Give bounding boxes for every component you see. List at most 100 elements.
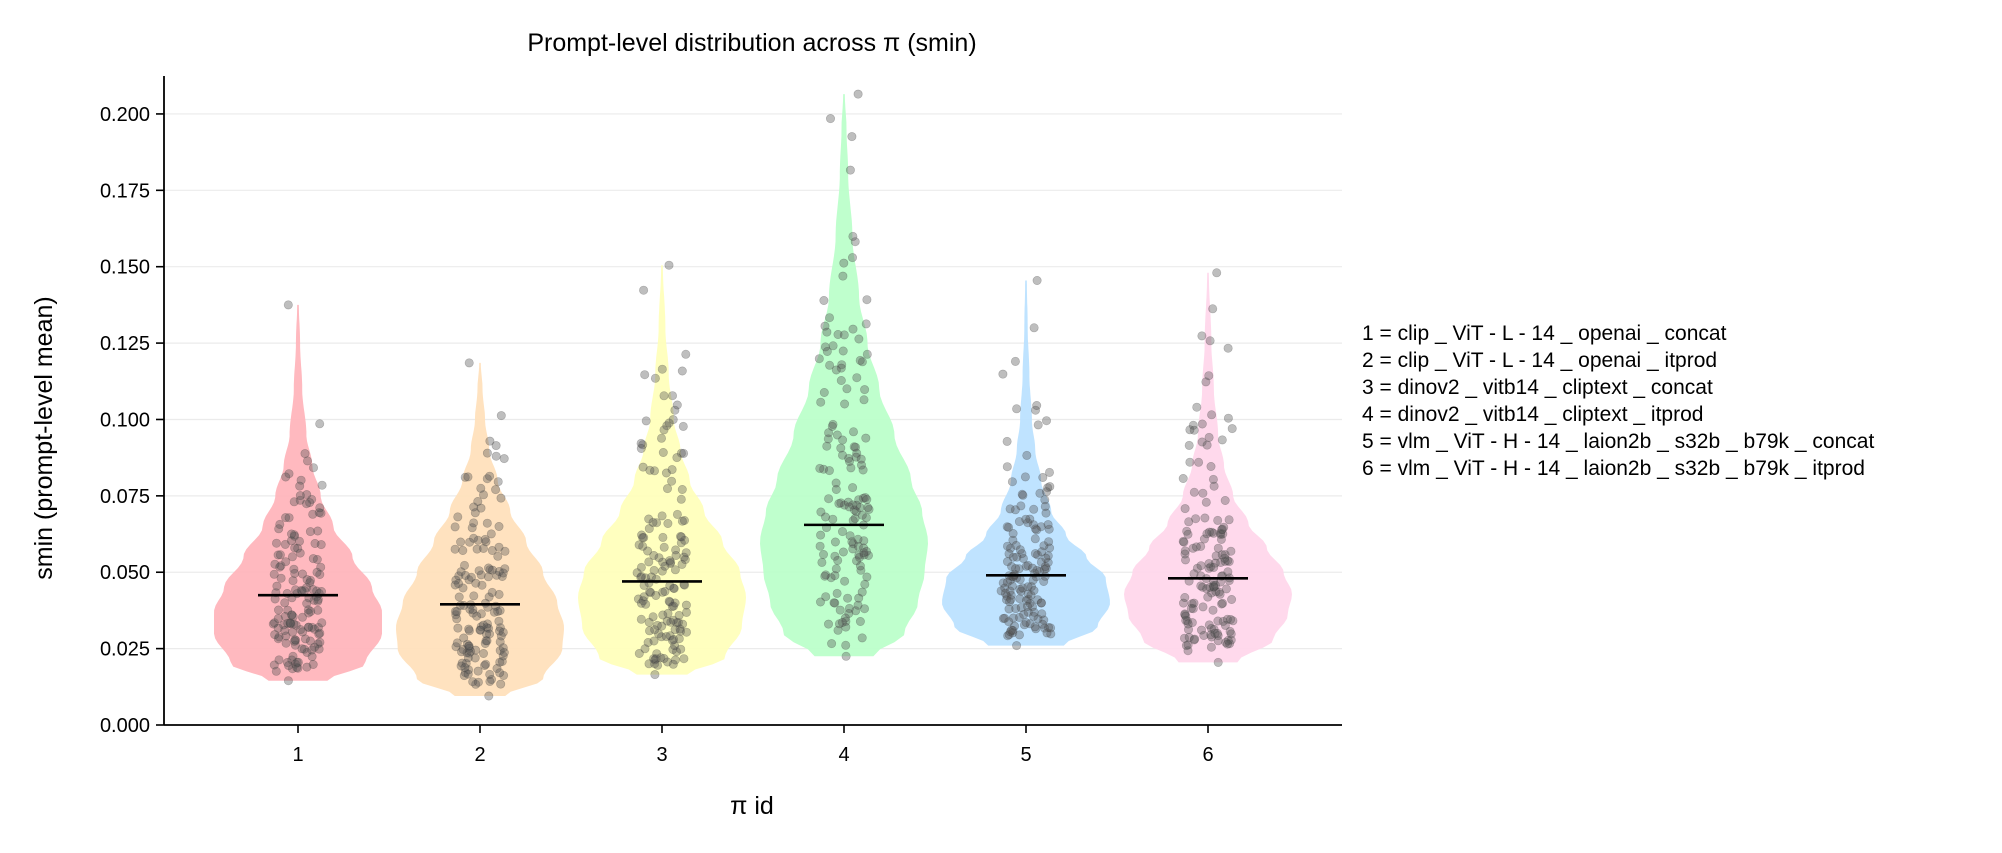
jitter-point: [495, 623, 505, 633]
jitter-point: [297, 612, 307, 622]
jitter-point: [634, 540, 644, 550]
jitter-point: [1206, 642, 1216, 652]
jitter-point: [837, 360, 847, 370]
jitter-point: [633, 594, 643, 604]
jitter-point: [641, 416, 651, 426]
violin-layer: [214, 94, 1292, 696]
jitter-point: [1206, 623, 1216, 633]
jitter-point: [1204, 563, 1214, 573]
jitter-point: [451, 610, 461, 620]
jitter-point: [843, 497, 853, 507]
jitter-point: [1008, 535, 1018, 545]
jitter-point: [465, 537, 475, 547]
jitter-point: [638, 596, 648, 606]
jitter-point: [645, 587, 655, 597]
jitter-point: [861, 513, 871, 523]
jitter-point: [834, 619, 844, 629]
jitter-point: [288, 612, 298, 622]
jitter-point: [450, 544, 460, 554]
jitter-point: [1197, 625, 1207, 635]
jitter-point: [673, 617, 683, 627]
jitter-point: [1209, 481, 1219, 491]
jitter-point: [1004, 617, 1014, 627]
jitter-point: [671, 545, 681, 555]
jitter-point: [491, 451, 501, 461]
jitter-point: [469, 502, 479, 512]
jitter-point: [286, 529, 296, 539]
jitter-point: [677, 559, 687, 569]
jitter-point: [484, 592, 494, 602]
jitter-point: [483, 563, 493, 573]
jitter-point: [1007, 561, 1017, 571]
legend: 1 = clip _ ViT - L - 14 _ openai _ conca…: [1362, 322, 1874, 480]
jitter-point: [294, 536, 304, 546]
jitter-point: [493, 477, 503, 487]
jitter-point: [836, 375, 846, 385]
jitter-point: [1184, 632, 1194, 642]
jitter-point: [658, 447, 668, 457]
jitter-point: [815, 541, 825, 551]
jitter-point: [839, 330, 849, 340]
jitter-point: [998, 613, 1008, 623]
jitter-point: [498, 568, 508, 578]
jitter-point: [495, 637, 505, 647]
jitter-point: [858, 493, 868, 503]
jitter-point: [838, 435, 848, 445]
jitter-point: [841, 651, 851, 661]
jitter-point: [847, 253, 857, 263]
jitter-point: [1217, 550, 1227, 560]
jitter-point: [1023, 560, 1033, 570]
jitter-point: [1183, 646, 1193, 656]
jitter-point: [848, 427, 858, 437]
jitter-point: [820, 512, 830, 522]
jitter-point: [1212, 268, 1222, 278]
jitter-point: [315, 637, 325, 647]
violin-5: [942, 280, 1110, 646]
jitter-point: [821, 570, 831, 580]
jitter-point: [1227, 594, 1237, 604]
jitter-point: [836, 498, 846, 508]
jitter-point: [650, 655, 660, 665]
jitter-point: [662, 484, 672, 494]
jitter-point-layer: [268, 89, 1238, 701]
jitter-point: [1210, 628, 1220, 638]
jitter-point: [295, 491, 305, 501]
jitter-point: [1198, 488, 1208, 498]
jitter-point: [1000, 588, 1010, 598]
jitter-point: [861, 433, 871, 443]
x-tick-label: 1: [292, 744, 303, 766]
jitter-point: [852, 500, 862, 510]
jitter-point: [1220, 556, 1230, 566]
jitter-point: [303, 622, 313, 632]
jitter-point: [1004, 522, 1014, 532]
jitter-point: [1025, 514, 1035, 524]
jitter-point: [679, 448, 689, 458]
jitter-point: [672, 400, 682, 410]
jitter-point: [842, 384, 852, 394]
jitter-point: [1010, 505, 1020, 515]
jitter-point: [667, 602, 677, 612]
jitter-point: [285, 618, 295, 628]
jitter-point: [464, 665, 474, 675]
y-tick-label: 0.000: [100, 715, 150, 737]
jitter-point: [858, 465, 868, 475]
jitter-point: [1015, 584, 1025, 594]
jitter-point: [308, 509, 318, 519]
jitter-point: [821, 592, 831, 602]
jitter-point: [491, 485, 501, 495]
axis-layer: 0.000 0.025 0.050 0.075 0.100 0.125 0.150 0.175…: [100, 76, 1342, 766]
jitter-point: [302, 662, 312, 672]
jitter-point: [453, 623, 463, 633]
jitter-point: [487, 545, 497, 555]
jitter-point: [1004, 630, 1014, 640]
jitter-point: [290, 585, 300, 595]
jitter-point: [1180, 504, 1190, 514]
jitter-point: [464, 624, 474, 634]
jitter-point: [817, 557, 827, 567]
jitter-point: [639, 592, 649, 602]
jitter-point: [494, 521, 504, 531]
jitter-point: [661, 468, 671, 478]
jitter-point: [293, 543, 303, 553]
jitter-point: [1181, 555, 1191, 565]
jitter-point: [1197, 331, 1207, 341]
